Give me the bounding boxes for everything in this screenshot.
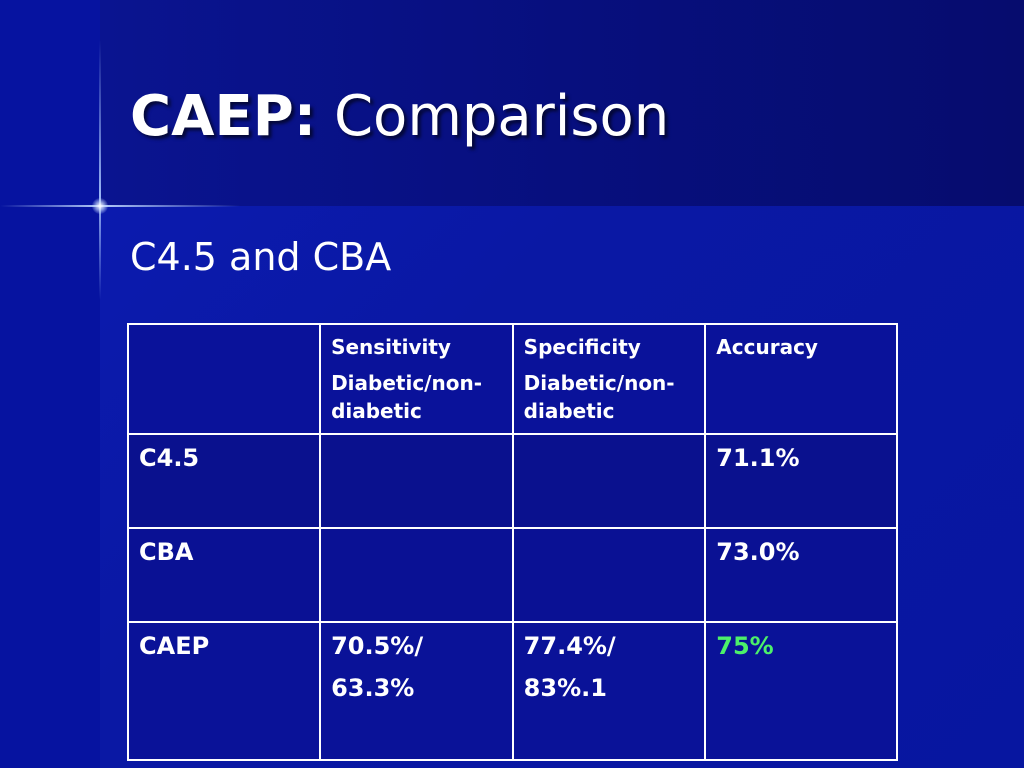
slide-title-bold: CAEP: [130,84,317,149]
left-decor-strip [0,0,100,768]
caep-accuracy-value: 75% [716,632,774,660]
comparison-table: Sensitivity Diabetic/non-diabetic Specif… [126,323,898,761]
cell-caep-accuracy: 75% [704,621,898,761]
caep-specificity-line2: 83%.1 [523,674,607,702]
cell-c45-accuracy: 71.1% [704,433,898,529]
cell-c45-sensitivity [319,433,514,529]
table-row: CAEP 70.5%/ 63.3% 77.4%/ 83%.1 75% [126,621,898,761]
table-row: C4.5 71.1% [126,433,898,529]
slide-subtitle: C4.5 and CBA [130,235,392,279]
slide-title-rest: Comparison [333,84,670,149]
cell-caep-sensitivity: 70.5%/ 63.3% [319,621,514,761]
sparkle-icon [92,198,108,214]
header-cell-specificity: Specificity Diabetic/non-diabetic [511,323,707,435]
caep-sensitivity-line1: 70.5%/ [331,632,424,660]
cell-caep-specificity: 77.4%/ 83%.1 [511,621,707,761]
decor-horizontal-line [0,205,240,207]
header-accuracy-label: Accuracy [716,335,818,359]
decor-vertical-line [99,40,101,300]
caep-sensitivity-line2: 63.3% [331,674,415,702]
cell-cba-specificity [511,527,707,623]
row-label-c45: C4.5 [126,433,322,529]
title-band [100,0,1024,206]
header-sensitivity-label: Sensitivity [331,335,451,359]
header-cell-empty [126,323,322,435]
cell-c45-specificity [511,433,707,529]
table-row: CBA 73.0% [126,527,898,623]
slide-title: CAEP: Comparison [130,82,669,152]
row-label-caep: CAEP [126,621,322,761]
header-cell-sensitivity: Sensitivity Diabetic/non-diabetic [319,323,514,435]
row-label-cba: CBA [126,527,322,623]
cell-cba-sensitivity [319,527,514,623]
caep-specificity-line1: 77.4%/ [523,632,616,660]
header-sensitivity-sub: Diabetic/non-diabetic [331,371,482,423]
header-cell-accuracy: Accuracy [704,323,898,435]
table-header-row: Sensitivity Diabetic/non-diabetic Specif… [126,323,898,435]
header-specificity-sub: Diabetic/non-diabetic [523,371,675,423]
cell-cba-accuracy: 73.0% [704,527,898,623]
header-specificity-label: Specificity [523,335,641,359]
